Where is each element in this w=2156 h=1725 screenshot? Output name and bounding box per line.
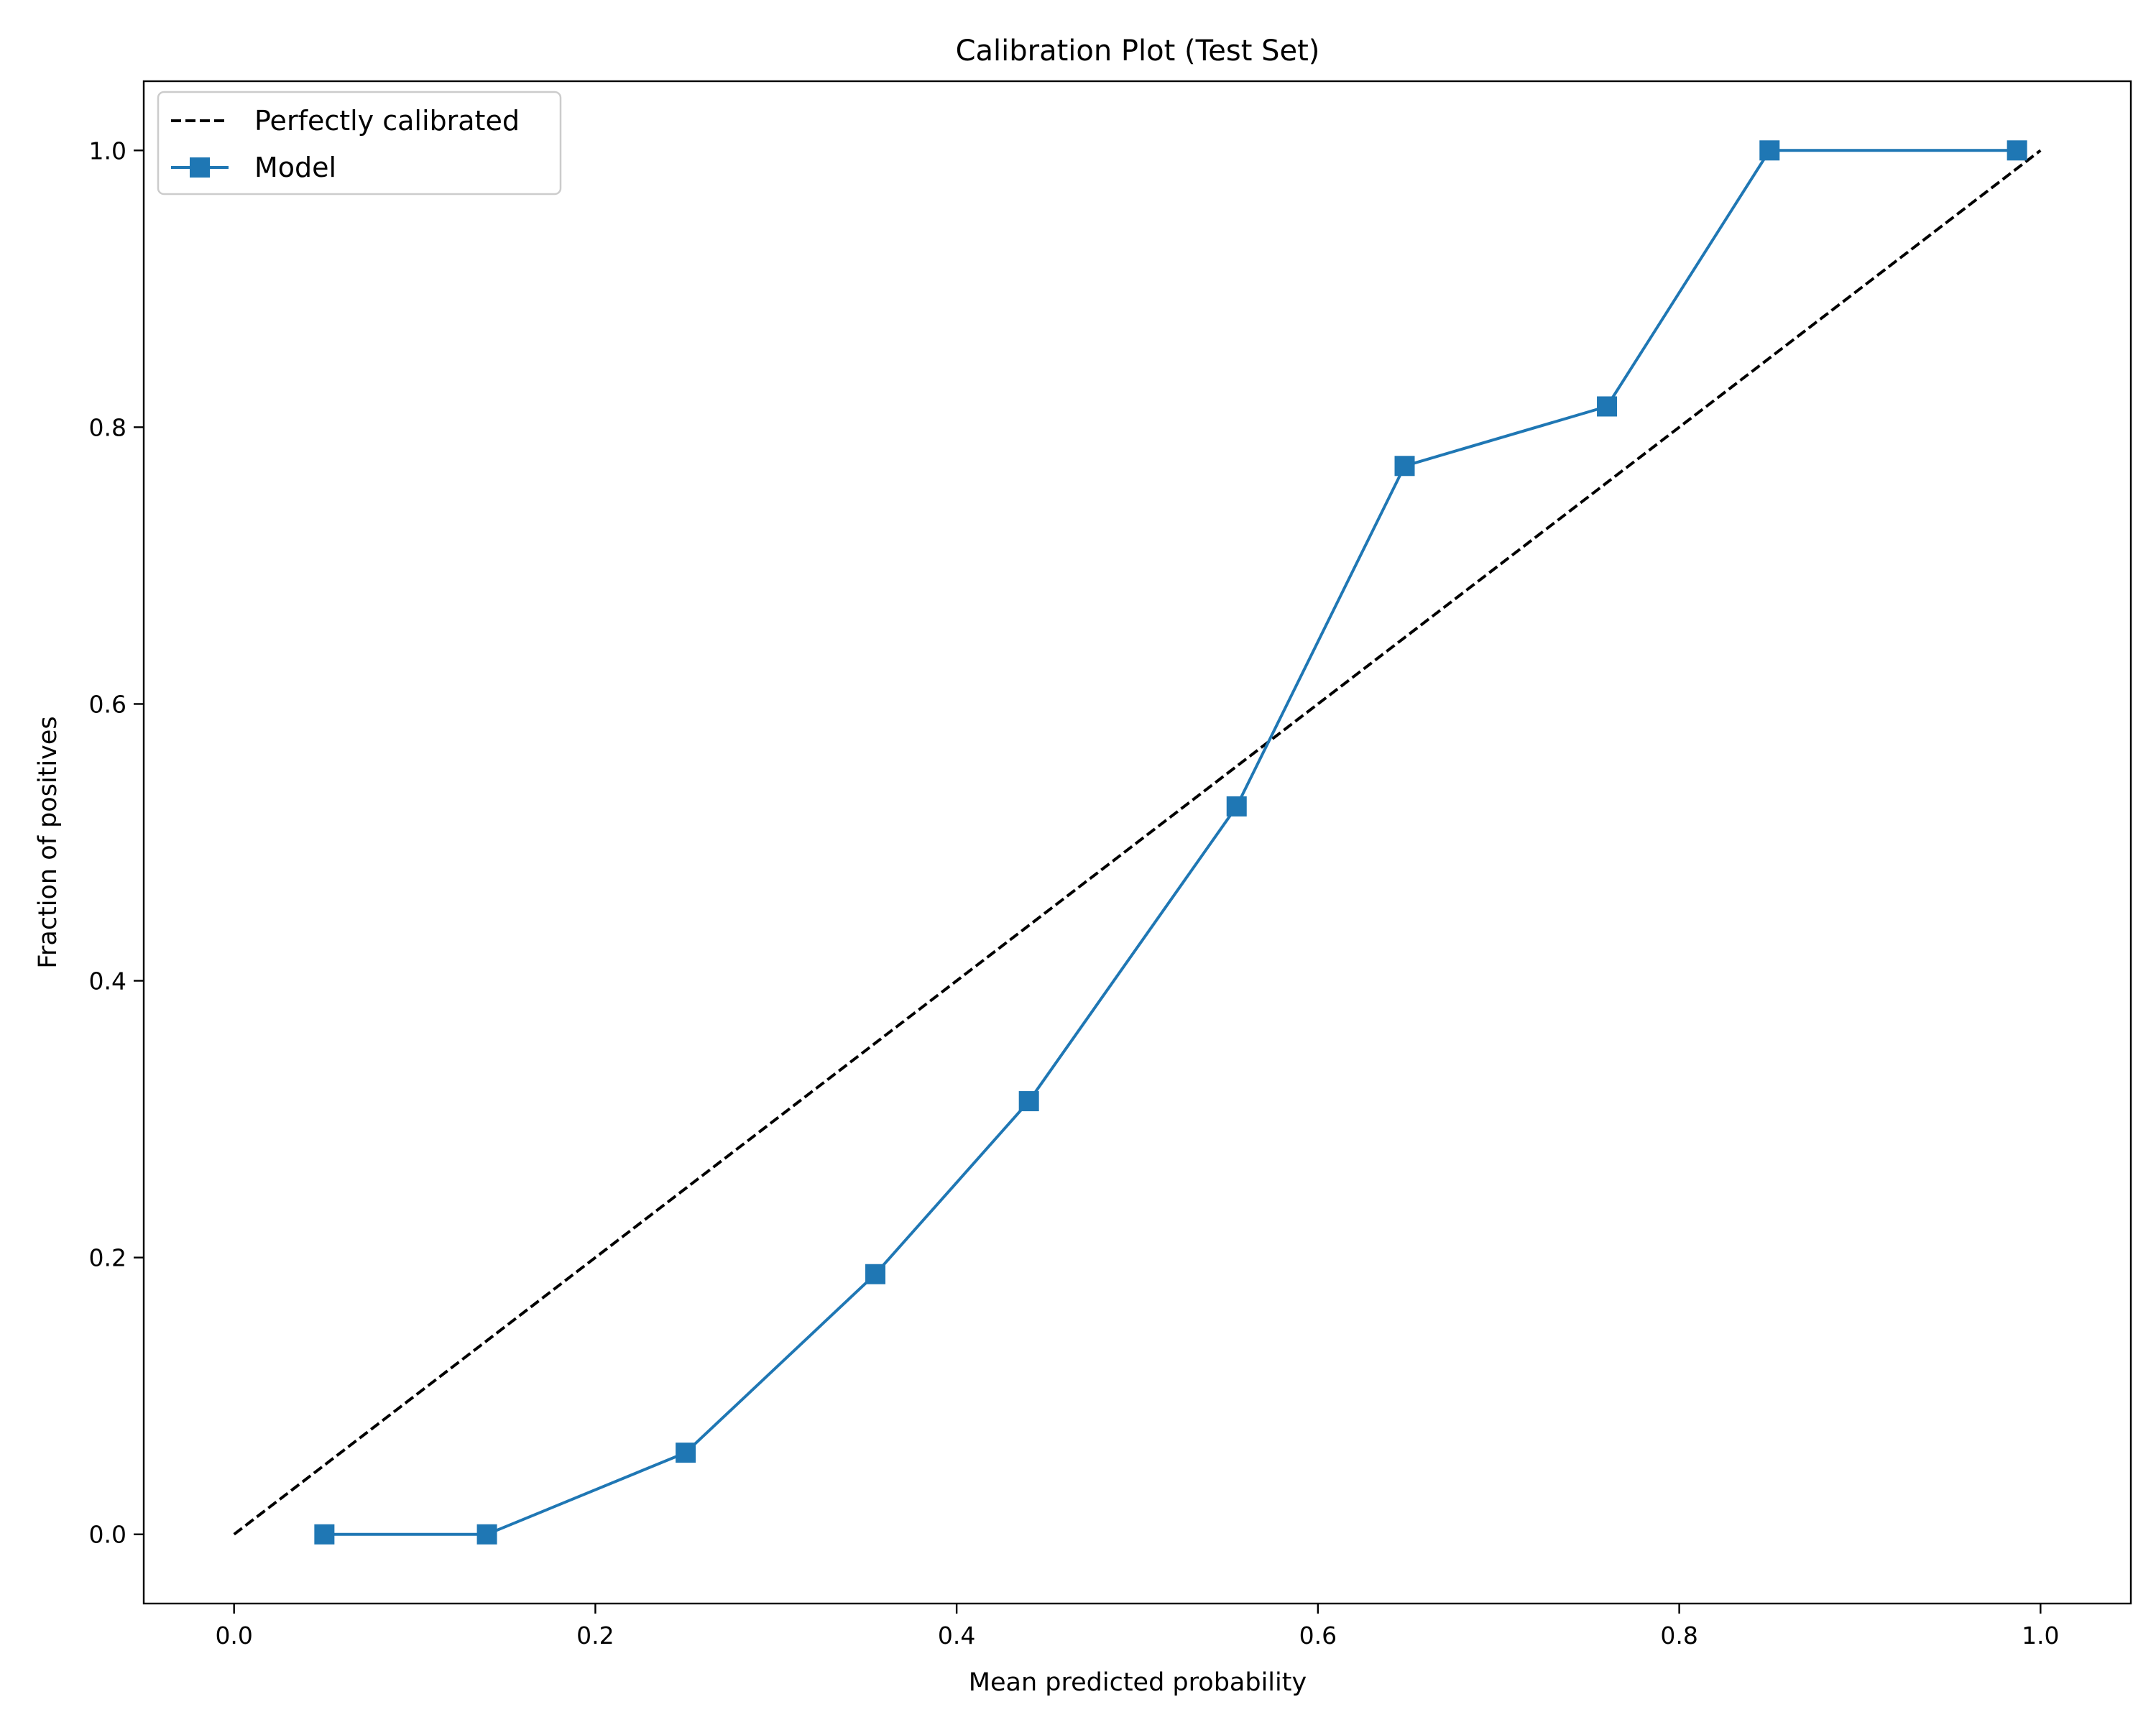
y-tick-label: 0.2 (89, 1244, 126, 1272)
series-line-perfectly-calibrated (233, 149, 2042, 1536)
legend: Perfectly calibrated Model (157, 91, 562, 196)
x-tick-label: 0.6 (1299, 1622, 1337, 1650)
y-tick-label: 0.6 (89, 690, 126, 718)
y-axis-label: Fraction of positives (34, 716, 63, 968)
legend-swatch-model-marker (190, 157, 210, 178)
data-point-model-7 (1394, 456, 1415, 477)
plot-area (233, 140, 2042, 1545)
x-axis-label: Mean predicted probability (969, 1668, 1307, 1697)
x-tick-label: 0.4 (938, 1622, 975, 1650)
x-tick-label: 1.0 (2022, 1622, 2059, 1650)
data-point-model-9 (1759, 140, 1780, 161)
y-tick-label: 0.0 (89, 1521, 126, 1549)
x-tick-label: 0.8 (1660, 1622, 1697, 1650)
data-point-model-10 (2007, 140, 2027, 161)
legend-label-model: Model (254, 152, 336, 183)
chart-title: Calibration Plot (Test Set) (956, 34, 1320, 68)
axes-frame (142, 80, 2132, 1605)
axis-ticks: 0.0 0.2 0.4 0.6 0.8 1.0 0.0 0.2 0.4 0.6 0.8 1.0 (89, 137, 2060, 1650)
data-point-model-6 (1226, 796, 1247, 816)
data-point-model-1 (314, 1524, 335, 1545)
data-point-model-8 (1597, 396, 1618, 417)
data-point-model-5 (1018, 1091, 1039, 1112)
data-point-model-2 (476, 1524, 497, 1545)
series-line-model (324, 149, 2017, 1536)
legend-box (157, 91, 562, 196)
data-point-model-4 (865, 1264, 886, 1284)
y-tick-label: 1.0 (89, 137, 126, 165)
y-tick-label: 0.4 (89, 967, 126, 995)
y-tick-label: 0.8 (89, 413, 126, 441)
x-tick-label: 0.0 (215, 1622, 252, 1650)
x-tick-label: 0.2 (576, 1622, 614, 1650)
data-point-model-3 (676, 1443, 696, 1463)
legend-label-perfectly-calibrated: Perfectly calibrated (254, 105, 520, 137)
